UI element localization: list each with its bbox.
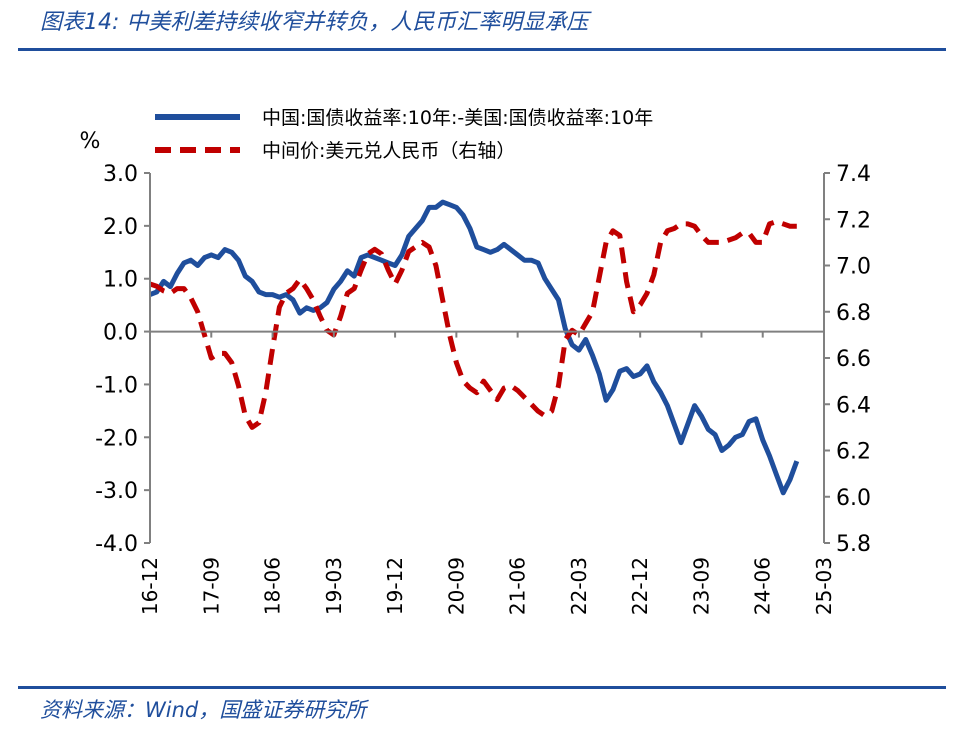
- left-tick-label: -3.0: [95, 479, 138, 504]
- right-tick-label: 6.2: [836, 440, 871, 465]
- left-axis-unit: %: [80, 129, 101, 154]
- x-tick-label: 21-06: [506, 557, 530, 615]
- x-tick-label: 22-12: [628, 557, 652, 615]
- right-tick-label: 6.8: [836, 301, 871, 326]
- left-tick-label: 1.0: [103, 268, 138, 293]
- x-tick-label: 23-09: [689, 557, 713, 615]
- right-tick-label: 6.6: [836, 347, 871, 372]
- right-tick-label: 5.8: [836, 532, 871, 557]
- source-note: 资料来源：Wind，国盛证券研究所: [40, 698, 367, 722]
- left-tick-label: 0.0: [103, 321, 138, 346]
- x-tick-label: 22-03: [567, 557, 591, 615]
- left-tick-label: -2.0: [95, 426, 138, 451]
- right-tick-label: 7.2: [836, 208, 871, 233]
- x-tick-label: 16-12: [138, 557, 162, 615]
- right-tick-label: 7.4: [836, 162, 871, 187]
- legend-label: 中国:国债收益率:10年:-美国:国债收益率:10年: [262, 107, 653, 129]
- x-tick-label: 17-09: [199, 557, 223, 615]
- bottom-rule: [18, 686, 946, 689]
- series-line-spread: [149, 199, 800, 496]
- x-tick-label: 24-06: [751, 557, 775, 615]
- legend-label: 中间价:美元兑人民币（右轴）: [262, 140, 515, 162]
- left-tick-label: 3.0: [103, 162, 138, 187]
- left-tick-label: 2.0: [103, 215, 138, 240]
- x-tick-label: 25-03: [812, 557, 836, 615]
- top-rule: [18, 48, 946, 51]
- left-tick-label: -4.0: [95, 532, 138, 557]
- x-tick-label: 19-12: [383, 557, 407, 615]
- x-tick-label: 20-09: [444, 557, 468, 615]
- series-line-usdcny: [149, 219, 797, 430]
- x-tick-label: 19-03: [322, 557, 346, 615]
- right-tick-label: 6.4: [836, 393, 871, 418]
- left-tick-label: -1.0: [95, 373, 138, 398]
- right-tick-label: 7.0: [836, 255, 871, 280]
- x-tick-label: 18-06: [261, 557, 285, 615]
- right-tick-label: 6.0: [836, 486, 871, 511]
- figure-title: 图表14: 中美利差持续收窄并转负，人民币汇率明显承压: [40, 10, 589, 35]
